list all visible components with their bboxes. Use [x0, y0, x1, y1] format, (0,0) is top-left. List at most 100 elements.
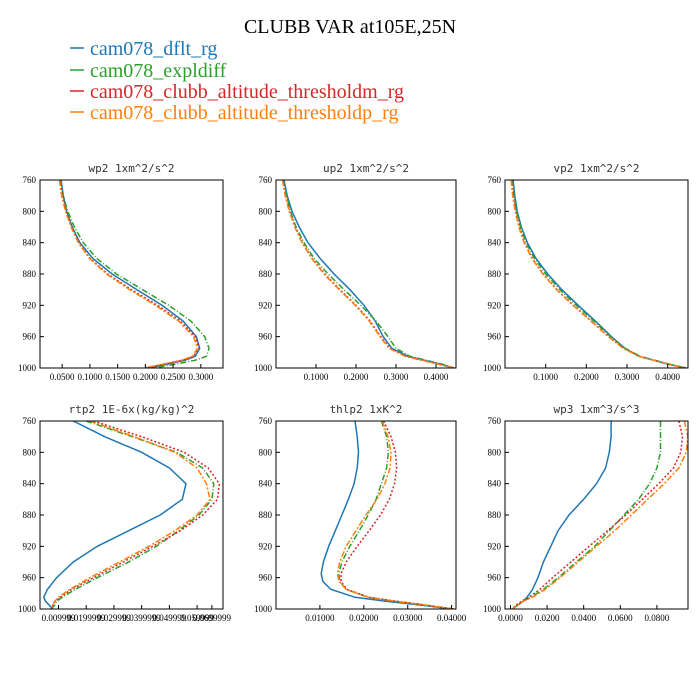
series-group — [42, 421, 221, 609]
y-tick-label: 840 — [23, 238, 37, 248]
x-tick-label: 0.0400 — [571, 613, 596, 623]
x-tick-label: 0.02000 — [349, 613, 379, 623]
x-tick-label: 0.029999 — [97, 613, 131, 623]
y-tick-label: 880 — [259, 269, 273, 279]
legend-label: cam078_dflt_rg — [90, 38, 217, 60]
y-tick-label: 760 — [259, 175, 273, 185]
series-line-4 — [336, 421, 454, 609]
x-tick-label: 0.2000 — [344, 372, 369, 382]
series-line-2 — [50, 421, 215, 609]
y-tick-label: 960 — [259, 573, 273, 583]
y-tick-label: 760 — [488, 175, 502, 185]
legend-item: cam078_dflt_rg — [70, 38, 217, 60]
x-tick-label: 0.3000 — [188, 372, 213, 382]
x-tick-label: 0.0699999 — [193, 613, 232, 623]
chart-panel: wp3 1xm^3/s^3 760 800 840 880 920 960 10000.000… — [483, 403, 689, 623]
y-tick-label: 1000 — [18, 363, 37, 373]
y-tick-label: 800 — [23, 447, 37, 457]
y-tick-label: 760 — [259, 416, 273, 426]
y-tick-label: 800 — [259, 206, 273, 216]
y-tick-label: 880 — [23, 269, 37, 279]
chart-panel: up2 1xm^2/s^2 760 800 840 880 920 960 1000 0.100… — [254, 162, 457, 382]
y-tick-label: 1000 — [18, 604, 37, 614]
panel-title: rtp2 1E-6x(kg/kg)^2 — [69, 403, 195, 416]
x-tick-label: 0.3000 — [615, 372, 640, 382]
x-tick-label: 0.0600 — [608, 613, 633, 623]
series-line-2 — [511, 421, 662, 609]
series-group — [511, 421, 688, 609]
chart-panel: wp2 1xm^2/s^2 760 800 840 880 920 960 1000 0.050… — [18, 162, 224, 382]
y-tick-label: 1000 — [483, 604, 502, 614]
x-tick-label: 0.009999 — [42, 613, 76, 623]
y-tick-label: 960 — [488, 573, 502, 583]
legend: cam078_dflt_rg cam078_expldiff cam078_cl… — [70, 38, 404, 124]
series-line-4 — [50, 421, 211, 609]
x-tick-label: 0.0399999 — [123, 613, 162, 623]
y-tick-label: 1000 — [254, 363, 273, 373]
y-tick-label: 960 — [259, 332, 273, 342]
y-tick-label: 920 — [23, 541, 37, 551]
series-line-1 — [511, 421, 612, 609]
x-tick-label: 0.1500 — [105, 372, 130, 382]
x-tick-label: 0.0800 — [645, 613, 670, 623]
series-line-2 — [59, 180, 210, 368]
panels: wp2 1xm^2/s^2 760 800 840 880 920 960 1000 0.050… — [18, 162, 689, 623]
chart-panel: vp2 1xm^2/s^2 760 800 840 880 920 960 1000 0.100… — [483, 162, 689, 382]
x-tick-label: 0.2000 — [574, 372, 599, 382]
y-tick-label: 920 — [259, 300, 273, 310]
y-tick-label: 1000 — [483, 363, 502, 373]
y-tick-label: 960 — [23, 332, 37, 342]
y-tick-label: 800 — [488, 206, 502, 216]
y-tick-label: 880 — [259, 510, 273, 520]
series-group — [320, 421, 454, 609]
y-tick-label: 760 — [488, 416, 502, 426]
legend-label: cam078_clubb_altitude_thresholdm_rg — [90, 81, 404, 103]
x-tick-label: 0.1000 — [78, 372, 103, 382]
y-tick-label: 800 — [259, 447, 273, 457]
x-tick-label: 0.0199999 — [67, 613, 106, 623]
y-tick-label: 920 — [488, 541, 502, 551]
panel-title: wp3 1xm^3/s^3 — [553, 403, 639, 416]
legend-item: cam078_expldiff — [70, 60, 227, 82]
x-tick-label: 0.2500 — [161, 372, 186, 382]
series-line-3 — [511, 421, 684, 609]
y-tick-label: 880 — [488, 269, 502, 279]
x-tick-label: 0.04000 — [437, 613, 467, 623]
y-tick-label: 840 — [259, 238, 273, 248]
y-tick-label: 840 — [488, 238, 502, 248]
x-tick-label: 0.0200 — [535, 613, 560, 623]
series-line-4 — [510, 180, 687, 368]
legend-label: cam078_clubb_altitude_thresholdp_rg — [90, 102, 398, 124]
y-tick-label: 800 — [23, 206, 37, 216]
series-group — [58, 180, 210, 368]
legend-label: cam078_expldiff — [90, 60, 227, 82]
x-tick-label: 0.049999 — [153, 613, 187, 623]
figure-title: CLUBB VAR at105E,25N — [244, 16, 456, 38]
series-line-1 — [42, 421, 187, 609]
x-tick-label: 0.2000 — [133, 372, 158, 382]
x-tick-label: 0.0500 — [50, 372, 75, 382]
panel-title: up2 1xm^2/s^2 — [323, 162, 409, 175]
y-tick-label: 920 — [488, 300, 502, 310]
series-line-4 — [511, 421, 688, 609]
y-tick-label: 920 — [23, 300, 37, 310]
series-line-1 — [320, 421, 452, 609]
x-tick-label: 0.4000 — [655, 372, 680, 382]
y-tick-label: 960 — [488, 332, 502, 342]
chart-panel: thlp2 1xK^2 760 800 840 880 920 960 1000 0.01000… — [254, 403, 467, 623]
y-tick-label: 960 — [23, 573, 37, 583]
series-group — [510, 180, 687, 368]
series-line-4 — [281, 180, 455, 368]
series-line-4 — [58, 180, 199, 368]
y-tick-label: 840 — [23, 479, 37, 489]
x-tick-label: 0.4000 — [424, 372, 449, 382]
y-tick-label: 880 — [488, 510, 502, 520]
y-tick-label: 760 — [23, 175, 37, 185]
x-tick-label: 0.1000 — [533, 372, 558, 382]
x-tick-label: 0.01000 — [305, 613, 335, 623]
x-tick-label: 0.059999 — [180, 613, 214, 623]
panel-title: vp2 1xm^2/s^2 — [553, 162, 639, 175]
y-tick-label: 800 — [488, 447, 502, 457]
